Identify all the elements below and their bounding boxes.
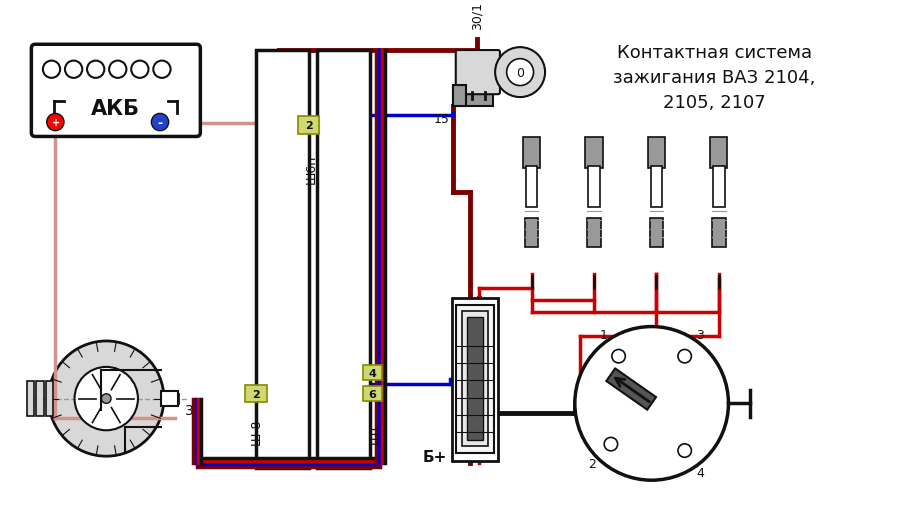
Bar [651,167,662,207]
Bar [318,51,370,468]
Bar [526,167,537,207]
Text: 30: 30 [185,403,202,417]
Bar [650,219,663,247]
Text: Ш 8: Ш 8 [251,420,265,445]
Text: 2: 2 [252,389,260,399]
Bar [467,317,482,440]
Bar [455,306,494,454]
Text: Ш1: Ш1 [367,422,381,443]
Text: 1: 1 [599,328,608,341]
Bar [27,382,34,416]
Bar [588,219,601,247]
Circle shape [87,62,104,79]
Text: -: - [158,117,163,129]
Circle shape [75,367,138,431]
Bar [712,219,725,247]
Bar [46,382,53,416]
Bar [710,138,727,169]
Circle shape [47,114,64,131]
Bar [246,385,266,403]
Polygon shape [607,369,656,410]
Text: 2: 2 [305,121,312,131]
Text: Контактная система
зажигания ВАЗ 2104,
2105, 2107: Контактная система зажигания ВАЗ 2104, 2… [613,44,815,112]
Bar [453,86,493,106]
Text: +: + [52,118,60,128]
Circle shape [43,62,60,79]
Bar [462,312,489,446]
Text: 15: 15 [434,112,450,125]
Bar [585,138,603,169]
Circle shape [495,48,545,98]
Bar [256,51,309,468]
Circle shape [49,342,164,456]
Circle shape [65,62,82,79]
Text: 4: 4 [368,368,376,378]
Bar [523,138,540,169]
Text: АКБ: АКБ [92,98,140,119]
Text: 2: 2 [588,457,596,470]
Circle shape [678,444,691,458]
Bar [363,365,382,381]
Bar [525,219,538,247]
Circle shape [151,114,168,131]
Circle shape [575,327,728,480]
Bar [363,386,382,402]
Circle shape [109,62,126,79]
Bar [161,391,178,407]
Bar [713,167,725,207]
Circle shape [678,350,691,363]
Circle shape [612,350,625,363]
Text: 6: 6 [368,389,376,399]
Text: 3: 3 [697,328,704,341]
Bar [36,382,44,416]
Bar [648,138,665,169]
Text: Б+: Б+ [423,449,447,464]
Bar [589,167,599,207]
Bar [453,86,466,106]
Text: 0: 0 [516,67,524,79]
Circle shape [507,60,534,87]
Bar [298,117,320,134]
Circle shape [102,394,111,404]
Text: 30/1: 30/1 [471,2,483,30]
FancyBboxPatch shape [32,45,201,137]
Circle shape [131,62,149,79]
FancyBboxPatch shape [455,51,500,95]
Bar [452,298,498,461]
Text: Ш6п: Ш6п [304,154,318,184]
Circle shape [604,438,617,451]
Circle shape [153,62,171,79]
Text: 4: 4 [697,466,704,479]
